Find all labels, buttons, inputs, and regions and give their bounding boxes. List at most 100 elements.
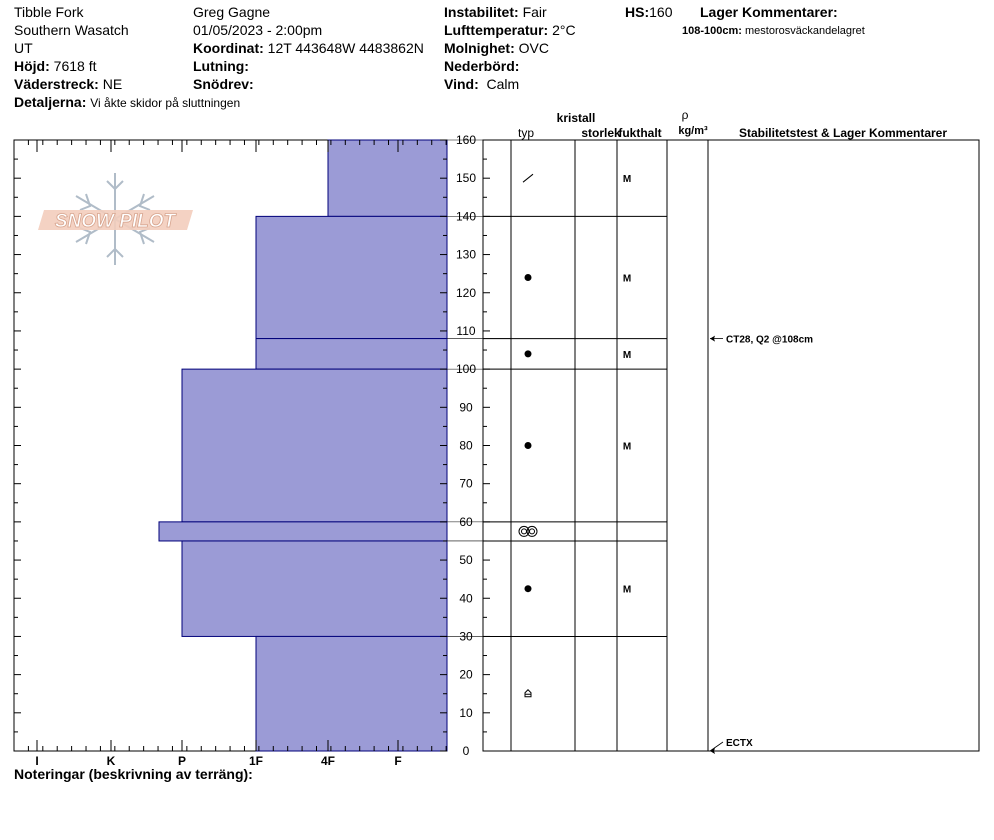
y-tick-label: 150 xyxy=(456,171,476,185)
details-row: Detaljerna: Vi åkte skidor på sluttninge… xyxy=(14,94,240,112)
snowpilot-logo: SNOW PILOT xyxy=(38,173,193,265)
x-tick-label: I xyxy=(35,754,38,768)
x-tick-label: P xyxy=(178,754,186,768)
observer: Greg Gagne xyxy=(193,4,271,20)
hardness-bar xyxy=(181,368,448,523)
y-tick-label: 120 xyxy=(456,286,476,300)
wind-value: Calm xyxy=(486,76,520,92)
hs-value: 160 xyxy=(649,4,673,20)
airtemp-label: Lufttemperatur: xyxy=(444,22,549,38)
notes-label: Noteringar (beskrivning av terräng): xyxy=(14,766,253,782)
stability-tests: CT28, Q2 @108cm ECTX xyxy=(709,335,813,754)
grain-ring-inner xyxy=(529,528,535,535)
grain-decomposing-icon xyxy=(522,173,534,183)
hs-label: HS: xyxy=(625,4,650,20)
col-size-header: storlek xyxy=(581,126,621,140)
col-density-header: kg/m³ xyxy=(678,125,708,137)
sky-value: OVC xyxy=(518,40,549,56)
col-rho-header: ρ xyxy=(682,108,689,122)
slope-label: Lutning: xyxy=(193,58,249,74)
logo-text: SNOW PILOT xyxy=(55,211,177,232)
logo-banner xyxy=(38,210,193,230)
y-tick-label: 110 xyxy=(456,324,475,338)
aspect-row: Väderstreck: NE xyxy=(14,76,122,93)
details-label: Detaljerna: xyxy=(14,94,87,110)
stability-label: Instabilitet: xyxy=(444,4,519,20)
stability-row: Instabilitet: Fair xyxy=(444,4,547,21)
drift-label: Snödrev: xyxy=(193,76,254,92)
drift-row: Snödrev: xyxy=(193,76,254,93)
stability-value: Fair xyxy=(522,4,547,20)
hardness-bars xyxy=(158,139,448,752)
y-tick-label: 90 xyxy=(459,400,473,414)
grain-rounded-icon xyxy=(524,273,532,281)
x-tick-label: 4F xyxy=(321,754,335,768)
aspect-value: NE xyxy=(102,76,123,92)
moisture-label: M xyxy=(623,585,631,596)
col-tests-header: Stabilitetstest & Lager Kommentarer xyxy=(739,126,947,140)
y-tick-label: 20 xyxy=(459,668,473,682)
grain-depth-hoar-icon xyxy=(524,689,532,698)
grain-ring-inner xyxy=(521,528,527,535)
precip-row: Nederbörd: xyxy=(444,58,519,75)
moisture-label: M xyxy=(623,350,631,361)
layer-comment-row: 108-100cm: mestorosväckandelagret xyxy=(682,23,865,40)
sky-row: Molnighet: OVC xyxy=(444,40,549,57)
test-leader xyxy=(709,741,724,752)
hardness-bar xyxy=(255,635,448,752)
coord-value: 12T 443648W 4483862N xyxy=(267,40,424,56)
slope-row: Lutning: xyxy=(193,58,249,75)
y-tick-label: 80 xyxy=(459,439,473,453)
y-tick-label: 0 xyxy=(463,744,470,758)
coord-label: Koordinat: xyxy=(193,40,264,56)
moisture-label: M xyxy=(623,174,631,185)
y-tick-label: 70 xyxy=(459,477,473,491)
location: Tibble Fork xyxy=(14,4,84,20)
state: UT xyxy=(14,40,33,56)
layer-table-rows: M M M M M xyxy=(447,139,667,698)
moisture-label: M xyxy=(623,273,631,284)
elevation-label: Höjd: xyxy=(14,58,50,74)
hs-row: HS:160 xyxy=(625,4,672,21)
grain-rounded-icon xyxy=(524,585,532,593)
coord-row: Koordinat: 12T 443648W 4483862N xyxy=(193,40,424,57)
sky-label: Molnighet: xyxy=(444,40,515,56)
grain-melt-freeze-icon xyxy=(518,525,538,537)
wind-row: Vind: Calm xyxy=(444,76,519,93)
y-tick-label: 10 xyxy=(459,706,473,720)
layer-comments-label: Lager Kommentarer: xyxy=(700,4,838,20)
col-crystal-header: kristall xyxy=(557,111,596,125)
test-arrow-icon xyxy=(710,335,715,342)
layer-comment-text: mestorosväckandelagret xyxy=(745,25,865,37)
hardness-bar xyxy=(181,540,448,637)
datetime: 01/05/2023 - 2:00pm xyxy=(193,22,323,38)
y-tick-label: 50 xyxy=(459,553,473,567)
wind-label: Vind: xyxy=(444,76,479,92)
moisture-label: M xyxy=(623,442,631,453)
y-tick-label: 130 xyxy=(456,248,476,262)
airtemp-row: Lufttemperatur: 2°C xyxy=(444,22,576,39)
details-value: Vi åkte skidor på sluttningen xyxy=(90,96,241,110)
test-label: ECTX xyxy=(726,738,753,749)
elevation-row: Höjd: 7618 ft xyxy=(14,58,96,75)
hardness-bar xyxy=(327,139,448,217)
col-moisture-header: fukthalt xyxy=(618,126,661,140)
hardness-axis: I K P 1F 4F F xyxy=(13,140,447,768)
hardness-bar xyxy=(255,215,448,340)
hardness-bar xyxy=(158,521,448,542)
airtemp-value: 2°C xyxy=(552,22,576,38)
elevation-value: 7618 ft xyxy=(53,58,97,74)
x-tick-label: 1F xyxy=(249,754,263,768)
test-arrow-icon xyxy=(710,748,715,754)
range: Southern Wasatch xyxy=(14,22,129,38)
grain-rounded-icon xyxy=(524,350,532,358)
hardness-bar xyxy=(255,338,448,370)
x-tick-label: K xyxy=(107,754,116,768)
test-label: CT28, Q2 @108cm xyxy=(726,335,813,346)
col-type-header: typ xyxy=(518,126,534,140)
aspect-label: Väderstreck: xyxy=(14,76,99,92)
y-tick-label: 40 xyxy=(459,591,473,605)
grain-rounded-icon xyxy=(524,442,532,449)
